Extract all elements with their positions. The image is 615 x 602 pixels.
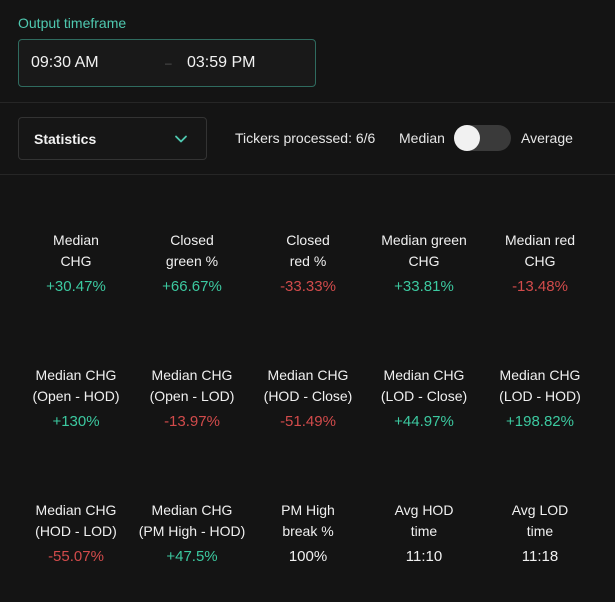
stat-value: 11:18 bbox=[521, 548, 559, 565]
timeframe-start-input[interactable]: 09:30 AM bbox=[31, 54, 99, 71]
stat-value: -51.49% bbox=[280, 413, 336, 430]
toggle-label-average: Average bbox=[521, 130, 573, 146]
stat-card: Median CHG (HOD - LOD) -55.07% bbox=[18, 500, 134, 567]
stat-label: Avg HOD time bbox=[394, 502, 454, 539]
stat-label: Closed green % bbox=[165, 232, 219, 269]
stat-value: +198.82% bbox=[506, 413, 574, 430]
stat-label: Avg LOD time bbox=[511, 502, 569, 539]
stat-value: 100% bbox=[288, 548, 328, 565]
stat-value: +66.67% bbox=[162, 278, 222, 295]
stat-card: Median CHG (HOD - Close) -51.49% bbox=[250, 365, 366, 432]
stat-value: +33.81% bbox=[394, 278, 454, 295]
stat-card: Avg LOD time 11:18 bbox=[482, 500, 598, 567]
stat-card: Median green CHG +33.81% bbox=[366, 230, 482, 297]
view-select-value: Statistics bbox=[34, 131, 97, 147]
stat-card: Median CHG (LOD - Close) +44.97% bbox=[366, 365, 482, 432]
stat-value: -55.07% bbox=[48, 548, 104, 565]
median-average-toggle[interactable] bbox=[454, 125, 511, 151]
toggle-label-median: Median bbox=[399, 130, 445, 146]
stat-value: -33.33% bbox=[280, 278, 336, 295]
timeframe-label: Output timeframe bbox=[18, 15, 127, 31]
stat-label: Median red CHG bbox=[504, 232, 576, 269]
stat-value: -13.97% bbox=[164, 413, 220, 430]
stat-card: Avg HOD time 11:10 bbox=[366, 500, 482, 567]
stat-label: Closed red % bbox=[286, 232, 330, 269]
stat-card: PM High break % 100% bbox=[250, 500, 366, 567]
tickers-processed: Tickers processed: 6/6 bbox=[235, 130, 376, 146]
stat-card: Closed red % -33.33% bbox=[250, 230, 366, 297]
stat-card: Closed green % +66.67% bbox=[134, 230, 250, 297]
stat-label: Median CHG (LOD - Close) bbox=[380, 367, 468, 404]
toggle-knob bbox=[454, 125, 480, 151]
stat-card: Median red CHG -13.48% bbox=[482, 230, 598, 297]
stat-value: +130% bbox=[52, 413, 100, 430]
timeframe-separator: – bbox=[165, 56, 172, 70]
stat-card: Median CHG (Open - LOD) -13.97% bbox=[134, 365, 250, 432]
stat-label: Median CHG (HOD - Close) bbox=[263, 367, 353, 404]
chevron-down-icon bbox=[175, 135, 187, 143]
divider bbox=[0, 102, 615, 103]
stat-value: +30.47% bbox=[46, 278, 106, 295]
stat-label: PM High break % bbox=[281, 502, 335, 539]
stat-value: +44.97% bbox=[394, 413, 454, 430]
timeframe-range-input[interactable]: 09:30 AM – 03:59 PM bbox=[18, 39, 316, 87]
divider bbox=[0, 174, 615, 175]
timeframe-end-input[interactable]: 03:59 PM bbox=[187, 54, 256, 71]
stat-value: 11:10 bbox=[405, 548, 443, 565]
stat-card: Median CHG (Open - HOD) +130% bbox=[18, 365, 134, 432]
stat-card: Median CHG (PM High - HOD) +47.5% bbox=[134, 500, 250, 567]
stat-card: Median CHG +30.47% bbox=[18, 230, 134, 297]
stat-value: +47.5% bbox=[166, 548, 218, 565]
stat-label: Median CHG bbox=[53, 232, 99, 269]
stat-label: Median green CHG bbox=[381, 232, 467, 269]
stat-label: Median CHG (Open - HOD) bbox=[32, 367, 120, 404]
stat-label: Median CHG (HOD - LOD) bbox=[35, 502, 117, 539]
stat-label: Median CHG (Open - LOD) bbox=[149, 367, 235, 404]
stat-value: -13.48% bbox=[512, 278, 568, 295]
stat-label: Median CHG (LOD - HOD) bbox=[499, 367, 581, 404]
stat-label: Median CHG (PM High - HOD) bbox=[138, 502, 246, 539]
stat-card: Median CHG (LOD - HOD) +198.82% bbox=[482, 365, 598, 432]
view-select[interactable]: Statistics bbox=[18, 117, 207, 160]
